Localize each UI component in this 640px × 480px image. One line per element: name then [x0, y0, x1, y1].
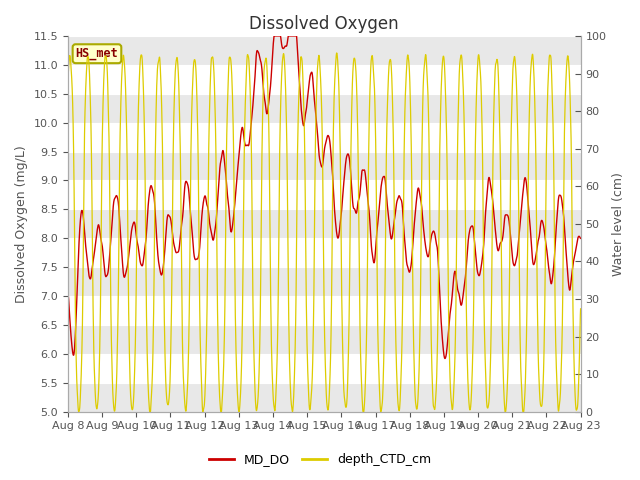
Y-axis label: Dissolved Oxygen (mg/L): Dissolved Oxygen (mg/L) [15, 145, 28, 303]
Bar [68, 209, 580, 238]
Text: HS_met: HS_met [76, 47, 118, 60]
Y-axis label: Water level (cm): Water level (cm) [612, 172, 625, 276]
Bar [68, 94, 580, 123]
Title: Dissolved Oxygen: Dissolved Oxygen [250, 15, 399, 33]
Bar [68, 36, 580, 65]
Legend: MD_DO, depth_CTD_cm: MD_DO, depth_CTD_cm [204, 448, 436, 471]
Bar [68, 383, 580, 412]
Bar [68, 267, 580, 296]
Bar [68, 325, 580, 354]
Bar [68, 152, 580, 180]
